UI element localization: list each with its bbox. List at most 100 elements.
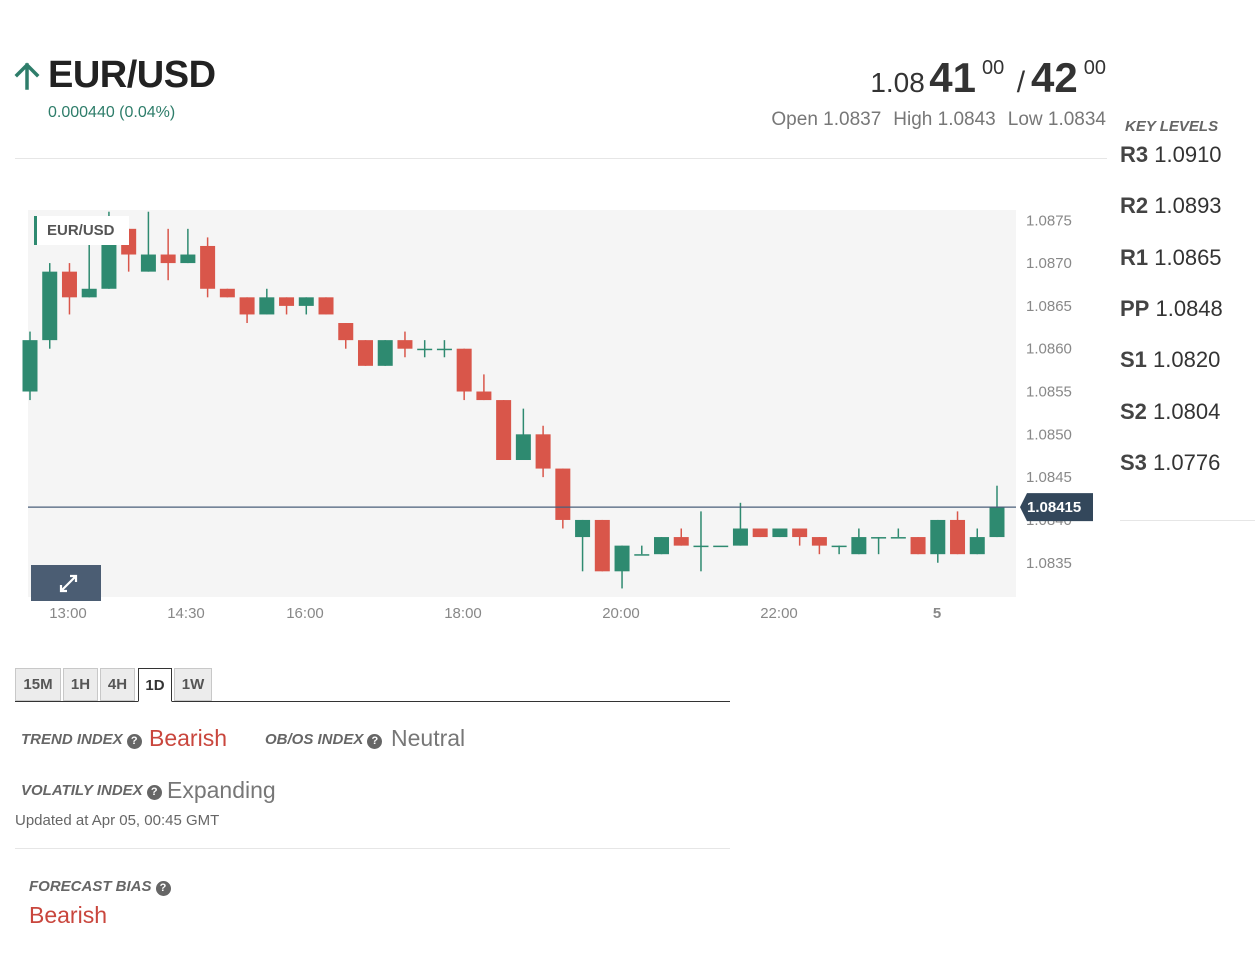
level-value: 1.0820 xyxy=(1153,347,1221,372)
tab-4h[interactable]: 4H xyxy=(100,668,135,701)
x-axis: 13:00 14:30 16:00 18:00 20:00 22:00 5 xyxy=(49,605,941,622)
level-value: 1.0848 xyxy=(1155,296,1223,321)
candle xyxy=(614,545,630,589)
candle xyxy=(318,297,334,315)
candle-body xyxy=(713,545,729,548)
question-circle-icon[interactable]: ? xyxy=(155,881,171,896)
header-divider xyxy=(15,158,1107,159)
legend-box xyxy=(34,216,129,245)
candle-body xyxy=(535,434,551,469)
candle xyxy=(298,297,314,315)
volatility-index-label: VOLATILY INDEX? xyxy=(21,782,162,800)
candle xyxy=(377,340,393,366)
candle xyxy=(950,511,966,555)
candle xyxy=(713,545,729,548)
y-tick-label: 1.0865 xyxy=(1026,298,1072,315)
tab-1h[interactable]: 1H xyxy=(63,668,98,701)
candle-body xyxy=(377,340,393,366)
x-tick-label: 5 xyxy=(933,605,941,622)
candle-body xyxy=(298,297,314,306)
y-tick-label: 1.0845 xyxy=(1026,469,1072,486)
candle-body xyxy=(436,348,452,351)
candle-body xyxy=(950,519,966,555)
up-arrow-icon xyxy=(14,62,40,90)
candle xyxy=(871,537,887,555)
trend-index-label-text: TREND INDEX xyxy=(21,731,123,748)
candle xyxy=(732,502,748,546)
volatility-index-value: Expanding xyxy=(167,777,276,803)
x-tick-label: 14:30 xyxy=(167,605,205,622)
timeframe-tabs: 15M 1H 4H 1D 1W xyxy=(15,668,730,702)
candle xyxy=(476,374,492,401)
candle-body xyxy=(338,323,354,341)
tab-1d[interactable]: 1D xyxy=(138,668,172,702)
candle xyxy=(535,425,551,478)
expand-button[interactable] xyxy=(31,565,101,601)
level-r2: R2 1.0893 xyxy=(1120,193,1222,219)
candle xyxy=(259,288,275,315)
low-value: Low 1.0834 xyxy=(1007,109,1106,130)
x-tick-label: 16:00 xyxy=(286,605,324,622)
level-value: 1.0893 xyxy=(1154,193,1222,218)
tab-15m[interactable]: 15M xyxy=(15,668,61,701)
candle-body xyxy=(732,528,748,546)
candlestick-chart[interactable]: 1.08351.08401.08451.08501.08551.08601.08… xyxy=(0,190,1110,630)
candle-body xyxy=(772,528,788,538)
candle-body xyxy=(634,554,650,556)
candle xyxy=(61,263,77,315)
section-divider xyxy=(15,848,730,849)
high-value: High 1.0843 xyxy=(893,109,996,130)
candle-body xyxy=(752,528,768,538)
candle-body xyxy=(831,545,847,548)
candle-body xyxy=(811,537,827,546)
trend-index-value: Bearish xyxy=(149,725,227,751)
candle-body xyxy=(219,288,235,298)
candle xyxy=(140,211,156,272)
candle xyxy=(890,528,906,539)
expand-button-bg[interactable] xyxy=(31,565,101,601)
candle-body xyxy=(180,254,196,264)
candle xyxy=(930,519,946,563)
candle-body xyxy=(673,537,689,546)
chart-legend: EUR/USD xyxy=(34,216,129,245)
candle xyxy=(239,297,255,324)
candle-body xyxy=(456,348,472,392)
candle xyxy=(910,537,926,555)
candle-body xyxy=(397,340,413,349)
candle-body xyxy=(890,537,906,539)
candle xyxy=(22,331,38,401)
candle xyxy=(417,340,433,358)
tab-1w[interactable]: 1W xyxy=(174,668,212,701)
candle-body xyxy=(693,545,709,548)
candle-body xyxy=(792,528,808,538)
bid-prefix: 1.08 xyxy=(870,67,925,98)
level-value: 1.0865 xyxy=(1154,245,1222,270)
x-tick-label: 22:00 xyxy=(760,605,798,622)
x-tick-label: 20:00 xyxy=(602,605,640,622)
candle xyxy=(851,528,867,555)
candle xyxy=(397,331,413,358)
level-value: 1.0776 xyxy=(1153,450,1221,475)
candle xyxy=(555,468,571,529)
y-tick-label: 1.0875 xyxy=(1026,212,1072,229)
candle xyxy=(357,340,373,366)
bid-ask-quote: 1.08 41 00 /42 00 xyxy=(870,54,1106,102)
level-label: S2 xyxy=(1120,399,1147,424)
level-s1: S1 1.0820 xyxy=(1120,347,1220,373)
forecast-bias-label: FORECAST BIAS? xyxy=(29,878,171,896)
level-label: S3 xyxy=(1120,450,1147,475)
x-tick-label: 18:00 xyxy=(444,605,482,622)
candle xyxy=(219,288,235,298)
question-circle-icon[interactable]: ? xyxy=(146,785,162,800)
candle-body xyxy=(81,288,97,298)
quote-separator: / xyxy=(1016,66,1026,99)
expand-arrows-icon xyxy=(59,574,78,593)
key-levels-title: KEY LEVELS xyxy=(1125,118,1219,135)
question-circle-icon[interactable]: ? xyxy=(367,734,383,749)
question-circle-icon[interactable]: ? xyxy=(126,734,142,749)
bid-pips: 41 xyxy=(929,54,976,101)
candle xyxy=(752,528,768,538)
level-label: R1 xyxy=(1120,245,1149,270)
candle xyxy=(811,537,827,555)
candle-body xyxy=(594,519,610,572)
